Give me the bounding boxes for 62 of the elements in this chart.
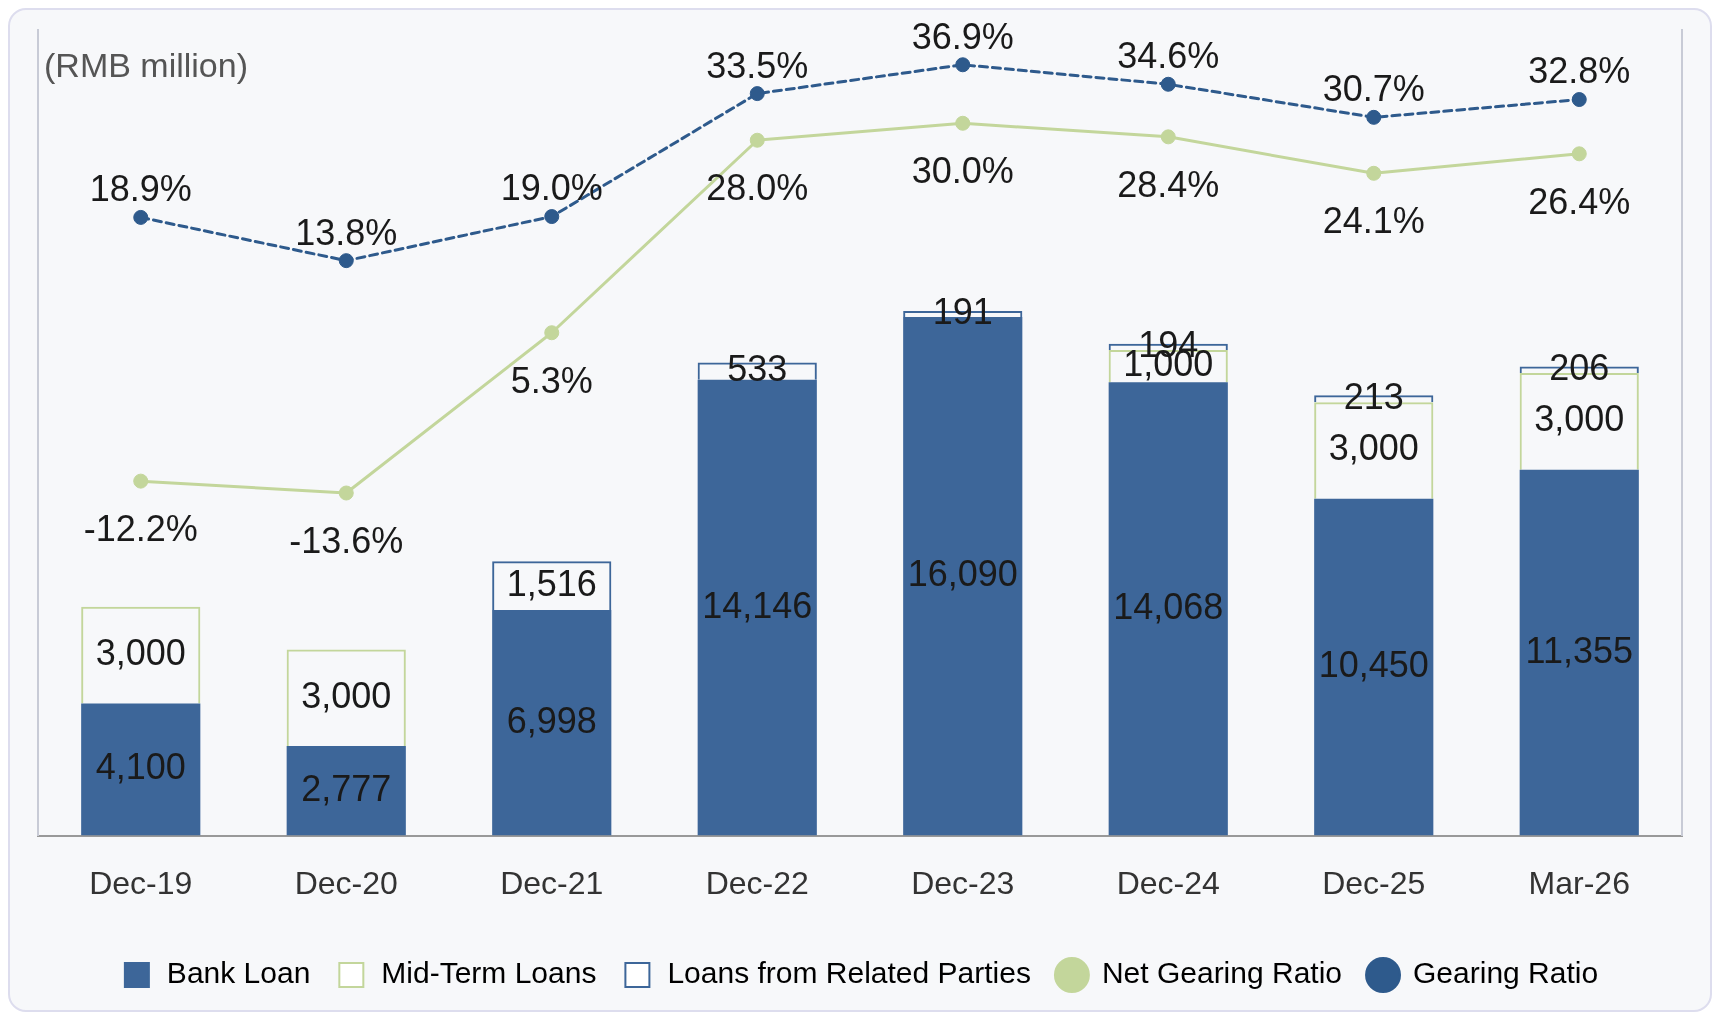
point [338, 253, 354, 269]
point [955, 115, 971, 131]
legend-label: Bank Loan [166, 956, 311, 990]
bar [81, 703, 201, 836]
bar [1314, 498, 1434, 836]
point [1571, 146, 1587, 162]
point [544, 209, 560, 225]
data-label: 11,355 [1525, 629, 1633, 671]
bar [286, 746, 406, 836]
point [749, 132, 765, 148]
data-label: 4,100 [95, 746, 186, 788]
data-label: 13.8% [295, 211, 398, 253]
data-label: 19.0% [500, 167, 603, 209]
data-label: 28.0% [706, 167, 809, 209]
legend-label: Net Gearing Ratio [1101, 956, 1343, 990]
point [133, 473, 149, 489]
bar [1519, 469, 1639, 836]
legend-label: Loans from Related Parties [667, 956, 1031, 990]
point [955, 57, 971, 73]
point [749, 86, 765, 102]
data-label: 2,777 [301, 767, 392, 809]
data-label: 6,998 [506, 699, 597, 741]
x-tick-label: Mar-26 [1528, 864, 1630, 901]
legend-label: Mid-Term Loans [381, 956, 597, 990]
data-label: 33.5% [706, 44, 809, 86]
x-tick-label: Dec-25 [1322, 864, 1426, 901]
data-label: 36.9% [911, 15, 1014, 57]
x-tick-label: Dec-23 [911, 864, 1015, 901]
point [1366, 109, 1382, 125]
data-label: 3,000 [1534, 398, 1625, 440]
x-tick-label: Dec-20 [294, 864, 398, 901]
point [1366, 165, 1382, 181]
data-label: -13.6% [289, 519, 404, 561]
point [544, 325, 560, 341]
data-label: 5.3% [510, 359, 593, 401]
point [338, 485, 354, 501]
data-label: 3,000 [301, 674, 392, 716]
data-label: 10,450 [1318, 644, 1429, 686]
data-label: 26.4% [1528, 180, 1631, 222]
x-tick-label: Dec-21 [500, 864, 604, 901]
point [133, 209, 149, 225]
point [1160, 129, 1176, 145]
data-label: 24.1% [1322, 200, 1425, 242]
data-label: 14,068 [1113, 585, 1224, 627]
data-label: 3,000 [1328, 427, 1419, 469]
point [1160, 76, 1176, 92]
bar [1108, 382, 1228, 836]
data-label: 28.4% [1117, 163, 1220, 205]
x-tick-label: Dec-22 [705, 864, 809, 901]
point [1571, 92, 1587, 108]
data-label: 14,146 [702, 584, 813, 626]
annotation: (RMB million) [44, 46, 248, 85]
data-label: 34.6% [1117, 35, 1220, 77]
data-label: 32.8% [1528, 50, 1631, 92]
data-label: 30.7% [1322, 68, 1425, 110]
data-label: 18.9% [89, 168, 192, 210]
x-tick-label: Dec-19 [89, 864, 193, 901]
legend-label: Gearing Ratio [1413, 956, 1599, 990]
x-tick-label: Dec-24 [1116, 864, 1220, 901]
data-label: -12.2% [83, 508, 198, 550]
data-label: 16,090 [907, 553, 1018, 595]
data-label: 30.0% [911, 150, 1014, 192]
